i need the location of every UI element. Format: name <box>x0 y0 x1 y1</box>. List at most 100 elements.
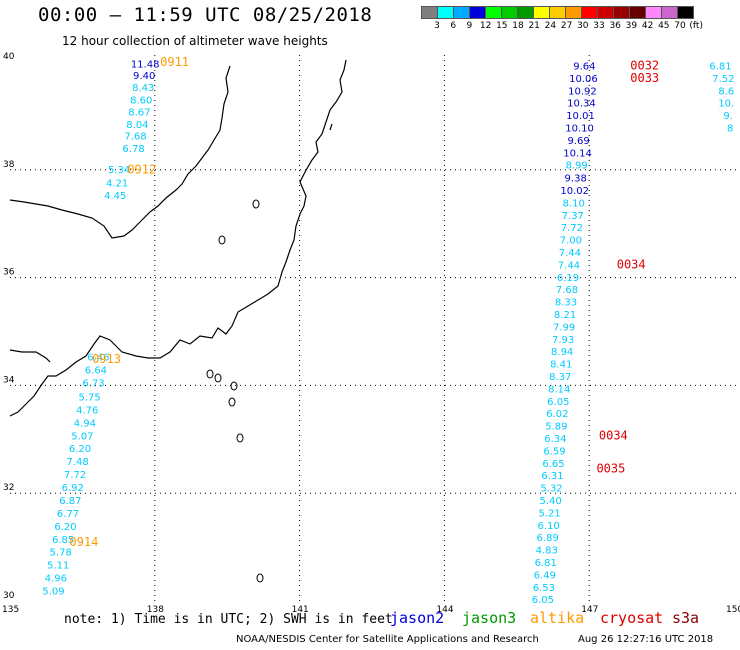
wave-height-value: 7.48 <box>66 457 88 468</box>
wave-height-value: 5.21 <box>538 508 560 519</box>
wave-height-value: 6.05 <box>547 397 569 408</box>
pass-id-label: 0034 <box>617 257 646 271</box>
wave-height-value: 7.68 <box>124 132 146 143</box>
wave-height-value: 8.43 <box>132 83 154 94</box>
wave-height-value: 8.6 <box>718 86 734 97</box>
wave-height-value: 7.72 <box>64 470 86 481</box>
wave-height-value: 8 <box>727 124 733 135</box>
wave-height-value: 6.53 <box>533 583 555 594</box>
lat-tick-label: 36 <box>3 268 15 278</box>
wave-height-value: 6.59 <box>543 446 565 457</box>
wave-height-value: 6.34 <box>544 434 566 445</box>
wave-height-value: 10.10 <box>565 124 594 135</box>
map-note: note: 1) Time is in UTC; 2) SWH is in fe… <box>64 612 393 627</box>
wave-height-value: 10.14 <box>563 148 592 159</box>
wave-height-value: 7.44 <box>558 260 580 271</box>
wave-height-value: 10.01 <box>566 111 595 122</box>
wave-height-value: 4.83 <box>536 546 558 557</box>
wave-height-value: 6.73 <box>82 378 104 389</box>
legend-label: 30 <box>577 21 589 31</box>
legend-label: 42 <box>641 21 654 31</box>
legend-label: 6 <box>450 21 457 31</box>
legend-label: 9 <box>466 21 473 31</box>
lat-tick-label: 34 <box>3 375 15 385</box>
wave-height-value: 9.38 <box>565 174 587 185</box>
lon-tick-label: 138 <box>147 605 164 615</box>
pass-id-label: 0912 <box>127 163 156 177</box>
wave-height-value: 6.92 <box>62 483 84 494</box>
wave-height-value: 4.45 <box>104 191 126 202</box>
wave-height-value: 5.07 <box>71 431 93 442</box>
wave-height-value: 6.10 <box>538 521 560 532</box>
page-subtitle: 12 hour collection of altimeter wave hei… <box>62 34 328 48</box>
wave-height-value: 8.37 <box>549 372 571 383</box>
wave-height-value: 8.04 <box>126 120 148 131</box>
wave-height-value: 9.40 <box>133 71 155 82</box>
legend-label: 24 <box>544 21 557 31</box>
wave-height-value: 8.14 <box>548 384 570 395</box>
wave-height-value: 7.00 <box>560 236 582 247</box>
wave-height-value: 8.60 <box>130 96 152 107</box>
legend-label: 15 <box>496 21 508 31</box>
legend-label: 3 <box>434 21 440 31</box>
wave-height-value: 4.21 <box>106 179 128 190</box>
lat-tick-label: 30 <box>3 591 15 601</box>
wave-height-value: 8.99 <box>566 161 588 172</box>
lat-tick-label: 38 <box>3 160 15 170</box>
wave-height-value: 8.21 <box>554 310 576 321</box>
wave-height-value: 7.44 <box>559 248 581 259</box>
wave-height-value: 8.33 <box>555 298 577 309</box>
wave-height-value: 7.99 <box>553 322 575 333</box>
wave-height-value: 6.85 <box>52 535 74 546</box>
wave-height-value: 6.31 <box>541 471 563 482</box>
pass-id-label: 0914 <box>69 535 98 549</box>
pass-id-label: 0035 <box>596 462 625 476</box>
island <box>230 381 238 391</box>
wave-height-value: 8.41 <box>550 360 572 371</box>
wave-height-value: 9.64 <box>573 62 595 73</box>
legend-label: 18 <box>512 21 524 31</box>
wave-height-value: 5.75 <box>79 392 101 403</box>
wave-height-value: 6.87 <box>59 496 81 507</box>
wave-height-value: 5.09 <box>42 587 64 598</box>
wave-height-value: 10. <box>718 99 734 110</box>
satellite-label: altika <box>530 609 585 627</box>
wave-height-value: 6.19 <box>557 273 579 284</box>
legend-label: 12 <box>479 21 492 31</box>
pass-id-label: 0033 <box>630 71 659 85</box>
lon-tick-label: 150 <box>726 605 740 615</box>
wave-height-value: 6.20 <box>69 444 91 455</box>
satellite-label: cryosat <box>600 609 664 627</box>
lon-tick-label: 135 <box>2 605 19 615</box>
wave-height-value: 6.81 <box>709 62 731 73</box>
pass-id-label: 0034 <box>599 428 628 442</box>
wave-height-value: 7.37 <box>562 211 584 222</box>
wave-height-value: 6.77 <box>57 509 79 520</box>
wave-height-value: 10.34 <box>567 99 596 110</box>
wave-height-value: 6.49 <box>534 570 556 581</box>
wave-height-value: 5.40 <box>539 496 561 507</box>
color-scale-labels: 3 6 9 12 15 18 21 24 27 30 33 36 39 42 45 70 (ft) <box>421 21 740 35</box>
wave-height-value: 5.11 <box>47 561 69 572</box>
wave-height-value: 5.89 <box>545 422 567 433</box>
wave-height-value: 8.10 <box>563 198 585 209</box>
legend-label: 39 <box>625 21 638 31</box>
wave-height-value: 6.89 <box>537 533 559 544</box>
wave-height-value: 5.78 <box>50 548 72 559</box>
wave-height-value: 4.94 <box>74 418 96 429</box>
legend-label: 33 <box>593 21 605 31</box>
lon-tick-label: 141 <box>292 605 309 615</box>
wave-height-value: 7.93 <box>552 335 574 346</box>
wave-height-value: 5.32 <box>540 484 562 495</box>
satellite-label: jason3 <box>462 609 517 627</box>
wave-height-value: 5.34 <box>108 165 130 176</box>
wave-height-value: 4.76 <box>76 405 98 416</box>
legend-swatch <box>677 6 694 19</box>
wave-height-value: 10.06 <box>569 74 598 85</box>
wave-height-value: 6.05 <box>532 595 554 606</box>
wave-height-value: 9.69 <box>567 136 589 147</box>
wave-height-value: 6.20 <box>54 522 76 533</box>
wave-height-value: 10.92 <box>568 86 597 97</box>
island <box>252 199 260 209</box>
